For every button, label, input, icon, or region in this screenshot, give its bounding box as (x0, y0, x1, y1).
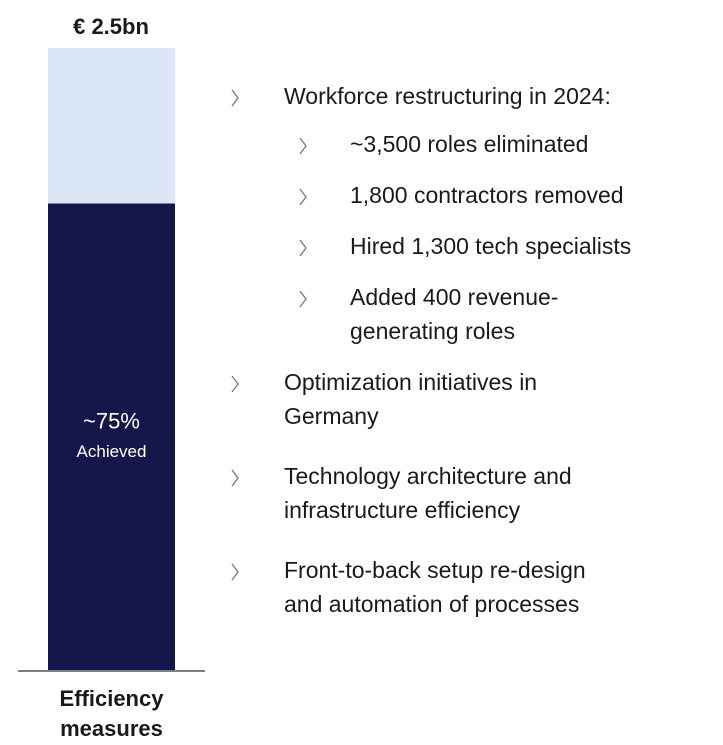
bar-segment (48, 203, 175, 670)
bullet-text: and automation of processes (284, 591, 579, 617)
bullet-text: ~3,500 roles eliminated (350, 131, 588, 157)
chevron (299, 137, 307, 155)
bullet-text: Hired 1,300 tech specialists (350, 233, 631, 259)
chevron (299, 290, 307, 308)
value-label: ~75% (83, 409, 140, 434)
bullet-text: Germany (284, 403, 379, 429)
bullet-text: 1,800 contractors removed (350, 182, 624, 208)
chevron (231, 375, 239, 393)
chevron (231, 89, 239, 107)
segment-name: Achieved (77, 442, 147, 461)
bullet-text: infrastructure efficiency (284, 497, 521, 523)
chevron (299, 239, 307, 257)
category-label: Efficiency measures (60, 686, 165, 741)
bullet-text: Added 400 revenue- (350, 284, 558, 310)
bullet-text: Technology architecture and (284, 463, 572, 489)
chevron (231, 469, 239, 487)
bullet-text: generating roles (350, 318, 515, 344)
chevron (299, 188, 307, 206)
chevron (231, 563, 239, 581)
chart-title: € 2.5bn (73, 14, 149, 39)
bullet-text: Optimization initiatives in (284, 369, 537, 395)
bullet-text: Front-to-back setup re-design (284, 557, 586, 583)
bullet-text: Workforce restructuring in 2024: (284, 83, 611, 109)
